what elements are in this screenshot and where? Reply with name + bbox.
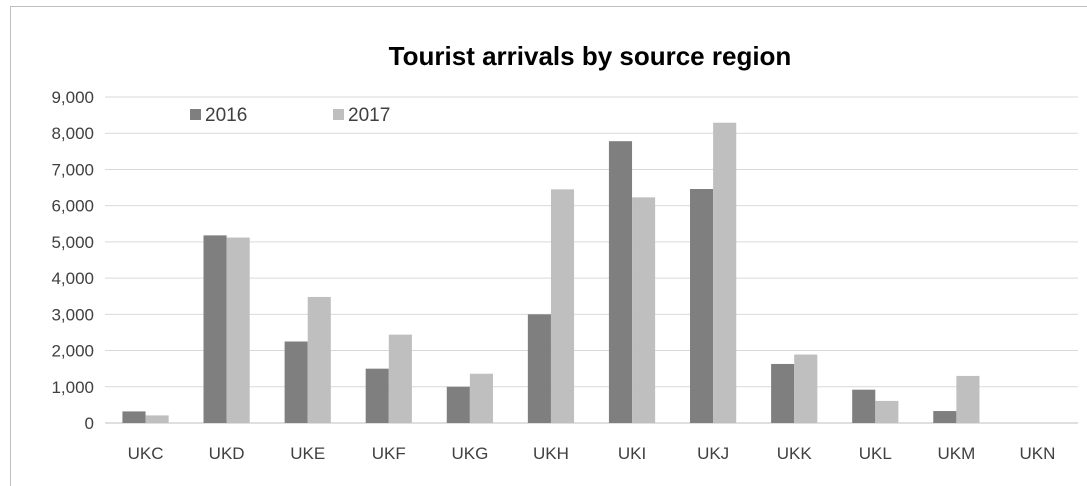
- x-tick-label: UKL: [859, 444, 892, 463]
- y-tick-label: 5,000: [51, 233, 94, 252]
- bar-2016-UKF: [365, 368, 389, 423]
- x-tick-label: UKF: [372, 444, 406, 463]
- y-tick-label: 6,000: [51, 197, 94, 216]
- bar-2016-UKJ: [690, 189, 714, 423]
- bar-2016-UKC: [122, 411, 146, 423]
- y-tick-label: 4,000: [51, 269, 94, 288]
- x-tick-label: UKD: [209, 444, 245, 463]
- gridlines: [105, 96, 1078, 424]
- bar-2017-UKI: [632, 197, 656, 423]
- legend-swatch-2016: [190, 109, 201, 120]
- x-tick-label: UKK: [777, 444, 813, 463]
- bar-2017-UKE: [307, 296, 331, 423]
- y-tick-label: 1,000: [51, 378, 94, 397]
- bar-2016-UKM: [933, 411, 957, 423]
- x-tick-label: UKJ: [697, 444, 729, 463]
- x-tick-label: UKM: [937, 444, 975, 463]
- x-tick-label: UKN: [1020, 444, 1056, 463]
- x-tick-label: UKG: [451, 444, 488, 463]
- bar-2017-UKH: [550, 189, 575, 423]
- bar-2016-UKH: [527, 314, 551, 423]
- bars: [122, 122, 980, 424]
- x-axis-labels: UKC UKD UKE UKF UKG UKH UKI UKJ UKK UKL UKM UKN: [128, 444, 1056, 463]
- bar-2017-UKK: [794, 354, 818, 423]
- y-tick-label: 8,000: [51, 124, 94, 143]
- bar-2016-UKD: [203, 235, 227, 423]
- y-tick-label: 0: [85, 414, 94, 433]
- bar-2017-UKG: [469, 373, 493, 423]
- bar-2017-UKC: [145, 415, 169, 423]
- x-tick-label: UKH: [533, 444, 569, 463]
- bar-2016-UKE: [284, 341, 308, 423]
- bar-2016-UKG: [446, 386, 470, 423]
- y-tick-label: 7,000: [51, 160, 94, 179]
- legend-label: 2016: [205, 105, 247, 126]
- bar-2017-UKF: [388, 334, 412, 423]
- chart-frame: [10, 6, 1087, 486]
- bar-2017-UKL: [875, 400, 899, 423]
- bar-2017-UKM: [956, 375, 980, 423]
- legend-swatch-2017: [333, 109, 344, 120]
- x-tick-label: UKE: [290, 444, 325, 463]
- bar-2016-UKI: [608, 141, 633, 424]
- y-tick-label: 2,000: [51, 342, 94, 361]
- y-tick-label: 9,000: [51, 88, 94, 107]
- x-tick-label: UKC: [128, 444, 164, 463]
- bar-2017-UKJ: [713, 122, 737, 424]
- x-tick-label: UKI: [618, 444, 646, 463]
- chart-title: Tourist arrivals by source region: [389, 41, 792, 71]
- y-tick-label: 3,000: [51, 305, 94, 324]
- bar-2016-UKL: [852, 389, 876, 423]
- bar-2017-UKD: [226, 237, 250, 423]
- y-axis-labels: 0 1,000 2,000 3,000 4,000 5,000 6,000 7,000 8,00…: [51, 88, 94, 433]
- bar-2016-UKK: [771, 363, 795, 423]
- legend-label: 2017: [348, 105, 390, 126]
- legend: 2016 2017: [190, 105, 390, 126]
